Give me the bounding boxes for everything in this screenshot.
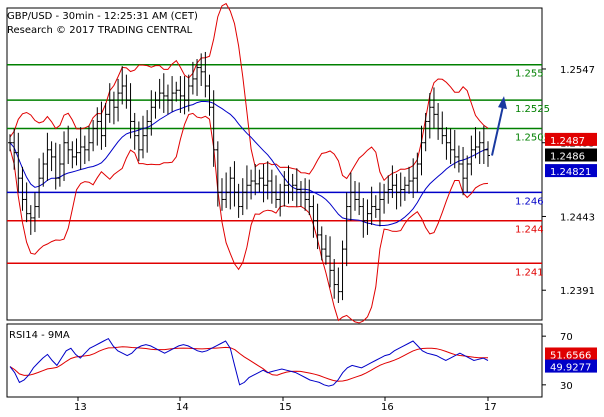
y-tick-label-3: 1.2391	[560, 286, 595, 297]
price-tag-0: 1.2487	[550, 136, 585, 147]
levels-layer: 1.255 1.2525 1.2505 1.246 1.244 1.241	[7, 63, 550, 278]
x-tick-label-3: 16	[381, 402, 394, 413]
rsi-tick-label-0: 70	[560, 332, 573, 343]
rsi-tag-bg-1	[545, 359, 597, 373]
level-label-3: 1.246	[515, 196, 544, 207]
rsi-layer	[9, 337, 489, 387]
price-tag-bg-0	[545, 132, 597, 146]
bollinger-upper	[9, 2, 489, 182]
price-panel-frame	[6, 7, 543, 321]
rsi-tick-label-1: 30	[560, 381, 573, 392]
level-label-1: 1.2525	[515, 104, 550, 115]
level-label-2: 1.2505	[515, 133, 550, 144]
x-tick-label-2: 15	[279, 402, 292, 413]
chart-subtitle: Research © 2017 TRADING CENTRAL	[7, 25, 193, 36]
forecast-arrow-head	[498, 96, 507, 110]
rsi-ma-line	[9, 346, 488, 382]
x-tick-label-4: 17	[484, 402, 497, 413]
rsi-tag-0: 51.6566	[550, 350, 591, 361]
bollinger-layer	[9, 2, 489, 324]
price-tag-bg-1	[545, 148, 597, 162]
y-tick-label-2: 1.2443	[560, 212, 595, 223]
rsi-label: RSI14 - 9MA	[9, 330, 70, 341]
price-tag-bg-2	[545, 164, 597, 178]
price-tag-2: 1.24821	[550, 167, 591, 178]
level-label-0: 1.255	[515, 69, 544, 80]
x-axis: 13 14 15 16 17	[74, 397, 497, 413]
level-label-5: 1.241	[515, 267, 544, 278]
rsi-tag-bg-0	[545, 347, 597, 361]
rsi-tags-layer: 51.6566 49.9277	[545, 347, 597, 374]
x-tick-label-1: 14	[176, 402, 189, 413]
level-label-4: 1.244	[515, 225, 544, 236]
rsi-tag-1: 49.9277	[550, 363, 591, 374]
y-tick-label-0: 1.2547	[560, 65, 595, 76]
chart-title: GBP/USD - 30min - 12:25:31 AM (CET)	[7, 11, 198, 22]
price-tags-layer: 1.2487 1.2486 1.24821	[545, 132, 597, 178]
x-tick-label-0: 13	[74, 402, 87, 413]
price-tag-1: 1.2486	[550, 151, 585, 162]
rsi-y-axis: 70 30	[542, 332, 573, 392]
forecast-arrow-shaft	[491, 105, 504, 156]
rsi-line	[9, 337, 489, 387]
rsi-panel-frame	[6, 323, 543, 398]
bollinger-lower	[9, 112, 489, 324]
price-bars-layer	[8, 51, 490, 303]
forecast-arrow-layer	[491, 96, 507, 156]
moving-average-layer	[9, 101, 489, 226]
moving-average-line	[9, 101, 489, 226]
